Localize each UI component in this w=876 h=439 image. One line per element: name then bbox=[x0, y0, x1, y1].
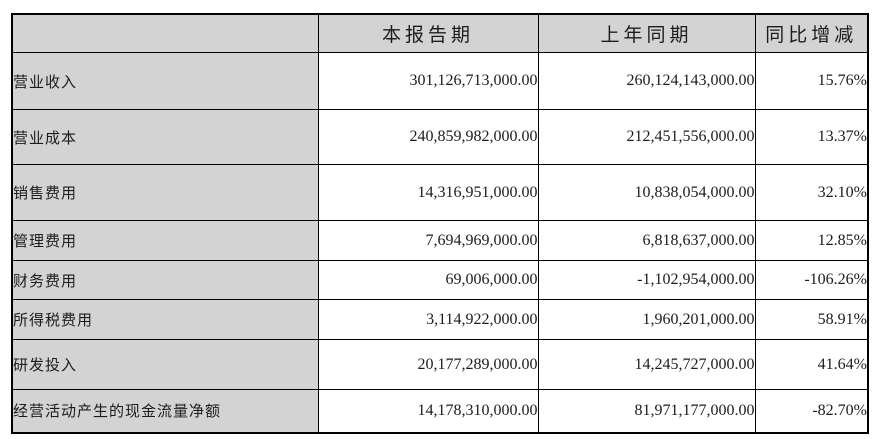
current-period-cell: 7,694,969,000.00 bbox=[317, 220, 539, 261]
prior-period-cell: 81,971,177,000.00 bbox=[537, 389, 756, 433]
table-header-row: 本报告期 上年同期 同比增减 bbox=[11, 13, 869, 53]
table-row: 营业成本 240,859,982,000.00 212,451,556,000.… bbox=[11, 109, 869, 165]
yoy-change-cell: 12.85% bbox=[754, 220, 869, 261]
row-label-cell: 营业成本 bbox=[11, 109, 319, 165]
table-row: 所得税费用 3,114,922,000.00 1,960,201,000.00 … bbox=[11, 299, 869, 340]
table-row: 经营活动产生的现金流量净额 14,178,310,000.00 81,971,1… bbox=[11, 389, 869, 433]
table-row: 管理费用 7,694,969,000.00 6,818,637,000.00 1… bbox=[11, 220, 869, 261]
financial-summary-table: 本报告期 上年同期 同比增减 营业收入 301,126,713,000.00 2… bbox=[11, 13, 869, 434]
row-label-cell: 销售费用 bbox=[11, 164, 319, 221]
prior-period-cell: 10,838,054,000.00 bbox=[537, 164, 756, 221]
yoy-change-cell: 13.37% bbox=[754, 109, 869, 165]
current-period-cell: 240,859,982,000.00 bbox=[317, 109, 539, 165]
row-label-cell: 所得税费用 bbox=[11, 299, 319, 340]
yoy-change-cell: -106.26% bbox=[754, 260, 869, 300]
table-row: 销售费用 14,316,951,000.00 10,838,054,000.00… bbox=[11, 164, 869, 221]
table-row: 研发投入 20,177,289,000.00 14,245,727,000.00… bbox=[11, 339, 869, 390]
current-period-cell: 3,114,922,000.00 bbox=[317, 299, 539, 340]
row-label-cell: 营业收入 bbox=[11, 52, 319, 110]
current-period-cell: 69,006,000.00 bbox=[317, 260, 539, 300]
prior-period-cell: 212,451,556,000.00 bbox=[537, 109, 756, 165]
yoy-change-cell: 15.76% bbox=[754, 52, 869, 110]
prior-period-cell: 14,245,727,000.00 bbox=[537, 339, 756, 390]
prior-period-cell: 260,124,143,000.00 bbox=[537, 52, 756, 110]
yoy-change-cell: 41.64% bbox=[754, 339, 869, 390]
row-label-cell: 管理费用 bbox=[11, 220, 319, 261]
header-yoy-change: 同比增减 bbox=[754, 13, 869, 53]
row-label-cell: 财务费用 bbox=[11, 260, 319, 300]
header-prior-period: 上年同期 bbox=[537, 13, 756, 53]
prior-period-cell: -1,102,954,000.00 bbox=[537, 260, 756, 300]
current-period-cell: 14,178,310,000.00 bbox=[317, 389, 539, 433]
table-row: 营业收入 301,126,713,000.00 260,124,143,000.… bbox=[11, 52, 869, 110]
prior-period-cell: 6,818,637,000.00 bbox=[537, 220, 756, 261]
yoy-change-cell: 32.10% bbox=[754, 164, 869, 221]
row-label-cell: 经营活动产生的现金流量净额 bbox=[11, 389, 319, 433]
prior-period-cell: 1,960,201,000.00 bbox=[537, 299, 756, 340]
yoy-change-cell: -82.70% bbox=[754, 389, 869, 433]
current-period-cell: 301,126,713,000.00 bbox=[317, 52, 539, 110]
table-row: 财务费用 69,006,000.00 -1,102,954,000.00 -10… bbox=[11, 260, 869, 300]
current-period-cell: 20,177,289,000.00 bbox=[317, 339, 539, 390]
yoy-change-cell: 58.91% bbox=[754, 299, 869, 340]
current-period-cell: 14,316,951,000.00 bbox=[317, 164, 539, 221]
row-label-cell: 研发投入 bbox=[11, 339, 319, 390]
header-item-blank bbox=[11, 13, 319, 53]
header-current-period: 本报告期 bbox=[317, 13, 539, 53]
